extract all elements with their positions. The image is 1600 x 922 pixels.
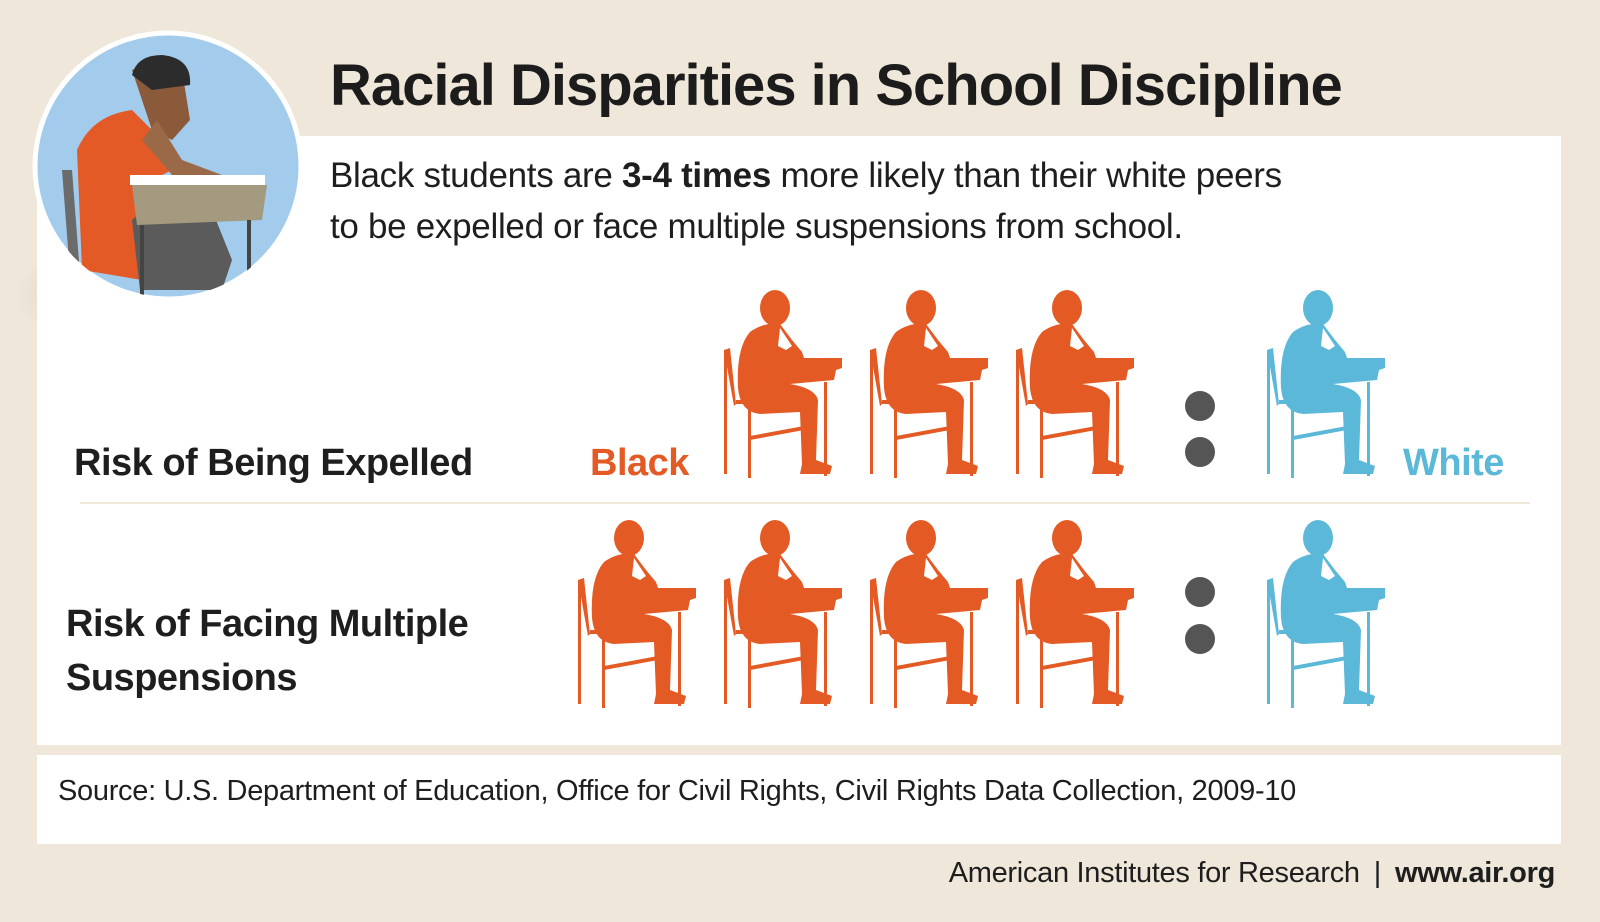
black-student-icon xyxy=(1012,288,1137,480)
white-student-icon xyxy=(1263,518,1388,710)
white-legend-label: White xyxy=(1403,442,1504,484)
footer: American Institutes for Research | www.air… xyxy=(948,857,1556,890)
black-student-icon xyxy=(720,518,845,710)
row-divider xyxy=(80,502,1530,504)
black-student-icon xyxy=(720,288,845,480)
source-citation: Source: U.S. Department of Education, Of… xyxy=(58,775,1296,807)
row-label-suspensions: Risk of Facing Multiple Suspensions xyxy=(66,597,469,705)
footer-org: American Institutes for Research xyxy=(948,857,1360,889)
row-label-line: Risk of Facing Multiple xyxy=(66,603,469,645)
subtitle: Black students are 3-4 times more likely… xyxy=(330,150,1282,252)
black-legend-label: Black xyxy=(590,442,689,484)
source-panel xyxy=(37,755,1561,844)
colon-dot xyxy=(1185,577,1215,607)
subtitle-line2: to be expelled or face multiple suspensi… xyxy=(330,207,1183,246)
footer-url[interactable]: www.air.org xyxy=(1395,857,1555,889)
subtitle-text: Black students are xyxy=(330,156,622,195)
black-student-icon xyxy=(1012,518,1137,710)
black-student-icon xyxy=(866,518,991,710)
student-illustration xyxy=(32,30,304,302)
colon-dot xyxy=(1185,437,1215,467)
colon-dot xyxy=(1185,391,1215,421)
black-student-icon xyxy=(866,288,991,480)
row-label-line: Suspensions xyxy=(66,657,298,699)
subtitle-text: more likely than their white peers xyxy=(771,156,1282,195)
colon-dot xyxy=(1185,624,1215,654)
white-student-icon xyxy=(1263,288,1388,480)
row-label-expelled: Risk of Being Expelled xyxy=(74,442,473,484)
page-title: Racial Disparities in School Discipline xyxy=(330,53,1343,118)
subtitle-emphasis: 3-4 times xyxy=(621,156,772,195)
black-student-icon xyxy=(574,518,699,710)
footer-separator: | xyxy=(1373,857,1382,889)
